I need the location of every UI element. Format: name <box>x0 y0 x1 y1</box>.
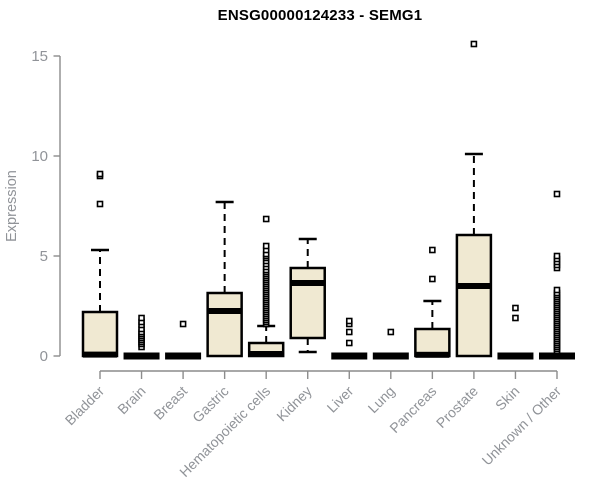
box <box>289 266 326 340</box>
median-line <box>415 351 450 358</box>
box <box>81 310 119 358</box>
outlier-point <box>387 328 395 336</box>
y-tick-label: 15 <box>31 48 48 65</box>
outlier-point <box>429 275 436 283</box>
median-line <box>249 351 284 357</box>
x-tick-label: Unknown / Other <box>479 383 565 469</box>
y-tick-label: 0 <box>40 348 48 365</box>
outlier-point <box>429 246 436 254</box>
outlier-point <box>553 286 561 294</box>
outlier-point <box>138 314 145 322</box>
x-tick-label: Kidney <box>273 383 315 425</box>
outlier-point <box>345 328 353 336</box>
outlier-point <box>96 170 104 178</box>
outlier-point <box>345 317 353 325</box>
x-tick-label: Lung <box>365 383 398 416</box>
outlier-point <box>512 314 519 322</box>
y-axis-title: Expression <box>4 170 20 242</box>
median-line <box>456 283 491 289</box>
flat-box <box>331 352 368 360</box>
median-line <box>83 351 117 358</box>
y-tick-label: 5 <box>40 248 48 265</box>
outlier-point <box>262 215 270 223</box>
flat-box <box>165 352 202 360</box>
median-line <box>290 280 325 286</box>
flat-box <box>123 352 160 360</box>
flat-box <box>497 352 534 360</box>
median-line <box>207 308 242 314</box>
x-tick-label: Brain <box>114 383 148 417</box>
flat-box <box>372 352 409 360</box>
outlier-point <box>470 40 478 48</box>
flat-box <box>538 352 575 360</box>
x-tick-label: Bladder <box>62 383 108 429</box>
outlier-point <box>553 190 561 198</box>
chart-title: ENSG00000124233 - SEMG1 <box>217 7 423 24</box>
y-tick-label: 10 <box>31 148 48 165</box>
x-tick-label: Breast <box>150 383 190 423</box>
outlier-point <box>262 242 270 250</box>
x-tick-label: Liver <box>324 383 357 416</box>
outlier-point <box>96 200 104 208</box>
outlier-point <box>553 252 561 260</box>
box <box>414 327 451 358</box>
outlier-point <box>512 304 519 312</box>
x-tick-label: Prostate <box>433 383 481 431</box>
box <box>206 291 243 358</box>
outlier-point <box>345 339 353 347</box>
box <box>455 233 493 358</box>
outlier-point <box>179 320 187 328</box>
x-tick-label: Skin <box>492 383 523 414</box>
